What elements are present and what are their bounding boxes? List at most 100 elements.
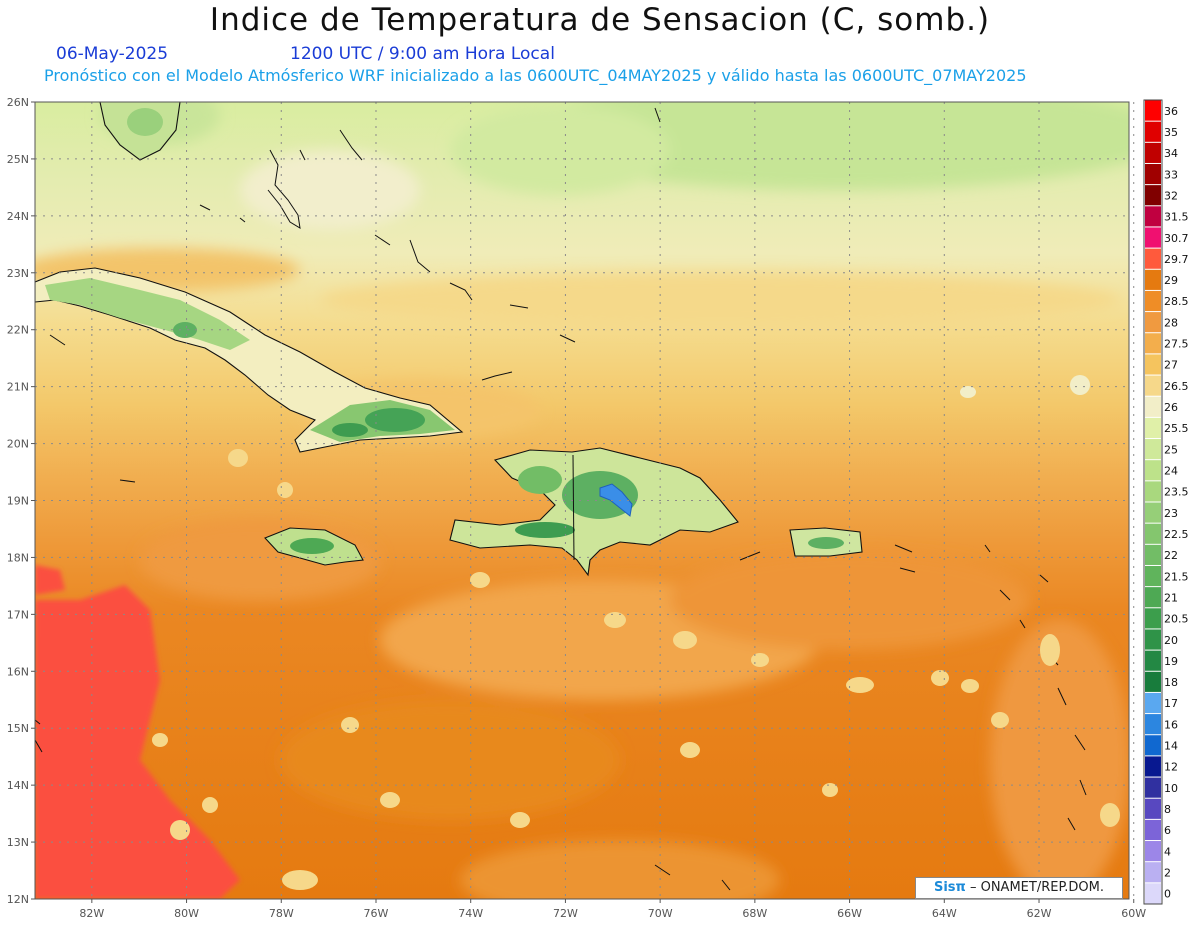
lon-label: 74W [458, 907, 483, 920]
forecast-date: 06-May-2025 [56, 44, 169, 64]
legend-swatch [1145, 819, 1161, 841]
lon-label: 60W [1121, 907, 1146, 920]
forecast-time: 1200 UTC / 9:00 am Hora Local [290, 44, 555, 64]
lat-label: 24N [7, 210, 29, 223]
legend-label: 22 [1164, 549, 1178, 562]
credit-box: Sisπ – ONAMET/REP.DOM. [915, 877, 1123, 899]
legend-swatch [1145, 481, 1161, 502]
legend-label: 28.5 [1164, 295, 1189, 308]
legend-swatch [1145, 417, 1161, 439]
map-title: Indice de Temperatura de Sensacion (C, s… [209, 2, 991, 38]
legend-label: 2 [1164, 866, 1171, 879]
legend-label: 20 [1164, 634, 1178, 647]
legend-label: 34 [1164, 147, 1178, 160]
legend-label: 21.5 [1164, 570, 1189, 583]
lat-label: 19N [7, 495, 29, 508]
color-legend: 36 35 34 33 32 31.5 30.7 29.7 29 28.5 28 27.5 27 26.5… [1143, 99, 1189, 905]
legend-swatch [1145, 523, 1161, 544]
legend-label: 33 [1164, 168, 1178, 181]
lon-label: 68W [742, 907, 767, 920]
legend-swatch [1145, 544, 1161, 565]
lon-label: 82W [79, 907, 104, 920]
lon-label: 64W [932, 907, 957, 920]
legend-label: 14 [1164, 740, 1178, 753]
lon-label: 78W [269, 907, 294, 920]
credit-text: – ONAMET/REP.DOM. [969, 880, 1104, 895]
legend-label: 29.7 [1164, 253, 1189, 266]
legend-label: 28 [1164, 316, 1178, 329]
legend-swatch [1145, 396, 1161, 417]
legend-label: 23 [1164, 507, 1178, 520]
lat-label: 13N [7, 836, 29, 849]
legend-swatch [1145, 650, 1161, 671]
legend-swatch [1145, 608, 1161, 629]
legend-swatch [1145, 185, 1161, 206]
legend-swatch [1145, 375, 1161, 396]
legend-swatch [1145, 312, 1161, 333]
legend-label: 26.5 [1164, 380, 1189, 393]
axis-ticks [31, 101, 1135, 903]
legend-label: 25 [1164, 443, 1178, 456]
legend-swatch [1145, 502, 1161, 523]
legend-swatch [1145, 629, 1161, 650]
legend-swatch [1145, 439, 1161, 460]
legend-label: 27 [1164, 359, 1178, 372]
legend-label: 31.5 [1164, 211, 1189, 224]
lon-label: 76W [364, 907, 389, 920]
legend-swatch [1145, 777, 1161, 798]
legend-label: 21 [1164, 591, 1178, 604]
legend-label: 30.7 [1164, 232, 1189, 245]
lat-label: 22N [7, 324, 29, 337]
lat-label: 23N [7, 267, 29, 280]
lon-label: 72W [553, 907, 578, 920]
legend-swatch [1145, 248, 1161, 269]
legend-swatch [1145, 290, 1161, 312]
longitude-labels: 82W 80W 78W 76W 74W 72W 70W 68W 66W 64W 62W 60W [79, 907, 1146, 920]
legend-swatch [1145, 142, 1161, 163]
legend-label: 26 [1164, 401, 1178, 414]
legend-label: 29 [1164, 274, 1178, 287]
legend-swatch [1145, 333, 1161, 354]
lon-label: 66W [837, 907, 862, 920]
legend-label: 36 [1164, 105, 1178, 118]
legend-swatch [1145, 883, 1161, 904]
lat-label: 21N [7, 381, 29, 394]
legend-swatch [1145, 862, 1161, 883]
legend-swatch [1145, 841, 1161, 862]
legend-label: 25.5 [1164, 422, 1189, 435]
legend-swatch [1145, 798, 1161, 819]
legend-label: 18 [1164, 676, 1178, 689]
lat-label: 16N [7, 665, 29, 678]
lon-label: 62W [1027, 907, 1052, 920]
legend-label: 4 [1164, 845, 1171, 858]
sispi-logo: Sisπ [933, 880, 966, 895]
lat-label: 18N [7, 551, 29, 564]
lat-label: 15N [7, 722, 29, 735]
legend-swatch [1145, 227, 1161, 248]
lon-label: 80W [174, 907, 199, 920]
legend-swatch [1145, 565, 1161, 587]
legend-swatch [1145, 206, 1161, 227]
legend-label: 27.5 [1164, 338, 1189, 351]
lon-label: 70W [648, 907, 673, 920]
legend-label: 16 [1164, 718, 1178, 731]
legend-label: 22.5 [1164, 528, 1189, 541]
legend-swatch [1145, 671, 1161, 692]
model-info: Pronóstico con el Modelo Atmósferico WRF… [44, 66, 1027, 85]
legend-label: 10 [1164, 782, 1178, 795]
legend-label: 23.5 [1164, 486, 1189, 499]
legend-swatch [1145, 354, 1161, 375]
legend-label: 32 [1164, 189, 1178, 202]
legend-label: 17 [1164, 697, 1178, 710]
legend-label: 20.5 [1164, 613, 1189, 626]
legend-swatch [1145, 756, 1161, 777]
legend-label: 0 [1164, 888, 1171, 901]
legend-swatch [1145, 163, 1161, 185]
legend-swatch [1145, 460, 1161, 481]
lat-label: 14N [7, 779, 29, 792]
warm-spots [152, 375, 1120, 890]
legend-swatch [1145, 587, 1161, 608]
legend-label: 35 [1164, 126, 1178, 139]
latitude-labels: 26N 25N 24N 23N 22N 21N 20N 19N 18N 17N 16N 15N 14N 1… [7, 96, 29, 906]
